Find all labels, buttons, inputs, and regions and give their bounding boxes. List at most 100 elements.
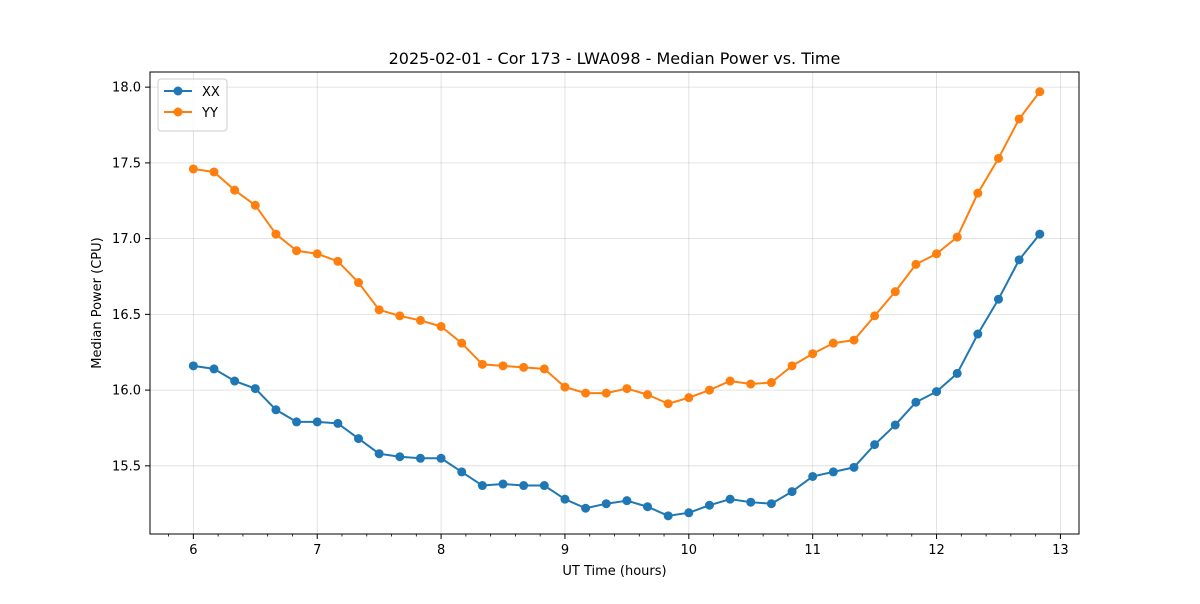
data-point-xx: [271, 405, 281, 415]
data-point-xx: [849, 462, 859, 472]
data-point-yy: [952, 232, 962, 242]
axes: 6 7 8 9 10 11 12 13 15.5 16.0 16.5 17.0 17.5 18.0: [112, 81, 1069, 558]
y-tick-label: 17.5: [112, 156, 141, 171]
data-point-xx: [684, 508, 694, 518]
data-point-xx: [312, 417, 322, 427]
data-point-yy: [188, 164, 198, 174]
data-point-xx: [498, 479, 508, 489]
data-point-xx: [993, 294, 1003, 304]
series-xx: [188, 229, 1045, 521]
legend-marker: [173, 107, 183, 117]
data-point-xx: [519, 481, 529, 491]
data-point-yy: [415, 315, 425, 325]
data-point-xx: [395, 452, 405, 462]
series-layer: [188, 87, 1045, 521]
data-point-xx: [725, 494, 735, 504]
data-point-xx: [601, 499, 611, 509]
data-point-xx: [622, 496, 632, 506]
data-point-xx: [704, 500, 714, 510]
data-point-yy: [312, 249, 322, 259]
data-point-yy: [374, 305, 384, 315]
data-point-xx: [808, 471, 818, 481]
y-tick-label: 16.0: [112, 384, 141, 399]
data-point-yy: [560, 382, 570, 392]
data-point-yy: [601, 388, 611, 398]
data-point-yy: [292, 246, 302, 256]
data-point-xx: [1014, 255, 1024, 265]
data-point-yy: [890, 287, 900, 297]
series-yy: [188, 87, 1045, 409]
x-tick-label: 11: [804, 543, 821, 558]
data-point-xx: [560, 494, 570, 504]
legend-item-yy: YY: [164, 106, 218, 121]
data-point-yy: [684, 393, 694, 403]
data-point-yy: [973, 188, 983, 198]
x-tick-label: 10: [681, 543, 698, 558]
x-tick-label: 7: [313, 543, 321, 558]
data-point-yy: [354, 278, 364, 288]
y-tick-label: 15.5: [112, 459, 141, 474]
data-point-yy: [663, 399, 673, 409]
data-point-xx: [415, 453, 425, 463]
grid: [150, 72, 1079, 534]
data-point-yy: [849, 335, 859, 345]
x-tick-label: 12: [928, 543, 945, 558]
data-point-yy: [725, 376, 735, 386]
data-point-yy: [622, 384, 632, 394]
y-axis-label: Median Power (CPU): [90, 237, 105, 368]
data-point-xx: [643, 502, 653, 512]
y-tick-label: 16.5: [112, 308, 141, 323]
data-point-xx: [663, 511, 673, 521]
data-point-yy: [519, 362, 529, 372]
data-point-yy: [209, 167, 219, 177]
legend-label: XX: [202, 85, 220, 100]
data-point-xx: [230, 376, 240, 386]
x-axis-label: UT Time (hours): [562, 564, 666, 579]
data-point-yy: [271, 229, 281, 239]
x-tick-label: 13: [1052, 543, 1069, 558]
data-point-yy: [746, 379, 756, 389]
data-point-yy: [230, 185, 240, 195]
data-point-xx: [973, 329, 983, 339]
data-point-yy: [457, 338, 467, 348]
data-point-xx: [870, 440, 880, 450]
data-point-yy: [766, 378, 776, 388]
legend-marker: [173, 86, 183, 96]
data-point-yy: [828, 338, 838, 348]
data-point-xx: [292, 417, 302, 427]
data-point-xx: [539, 481, 549, 491]
data-point-xx: [787, 487, 797, 497]
data-point-xx: [828, 467, 838, 477]
data-point-xx: [581, 503, 591, 513]
x-tick-label: 9: [561, 543, 569, 558]
data-point-yy: [477, 359, 487, 369]
data-point-xx: [457, 467, 467, 477]
data-point-yy: [1014, 114, 1024, 124]
data-point-yy: [539, 364, 549, 374]
data-point-xx: [746, 497, 756, 507]
data-point-xx: [333, 418, 343, 428]
data-point-yy: [498, 361, 508, 371]
data-point-yy: [333, 256, 343, 266]
data-point-xx: [354, 434, 364, 444]
data-point-yy: [643, 390, 653, 400]
x-tick-label: 6: [189, 543, 197, 558]
data-point-xx: [1035, 229, 1045, 239]
data-point-xx: [477, 481, 487, 491]
data-point-yy: [581, 388, 591, 398]
data-point-xx: [250, 384, 260, 394]
data-point-yy: [870, 311, 880, 321]
data-point-xx: [374, 449, 384, 459]
data-point-xx: [436, 453, 446, 463]
chart-title: 2025-02-01 - Cor 173 - LWA098 - Median P…: [389, 49, 841, 68]
data-point-yy: [993, 153, 1003, 163]
data-point-yy: [436, 321, 446, 331]
legend-item-xx: XX: [164, 85, 220, 100]
data-point-xx: [890, 420, 900, 430]
data-point-xx: [188, 361, 198, 371]
data-point-yy: [704, 385, 714, 395]
data-point-xx: [952, 368, 962, 378]
data-point-yy: [787, 361, 797, 371]
